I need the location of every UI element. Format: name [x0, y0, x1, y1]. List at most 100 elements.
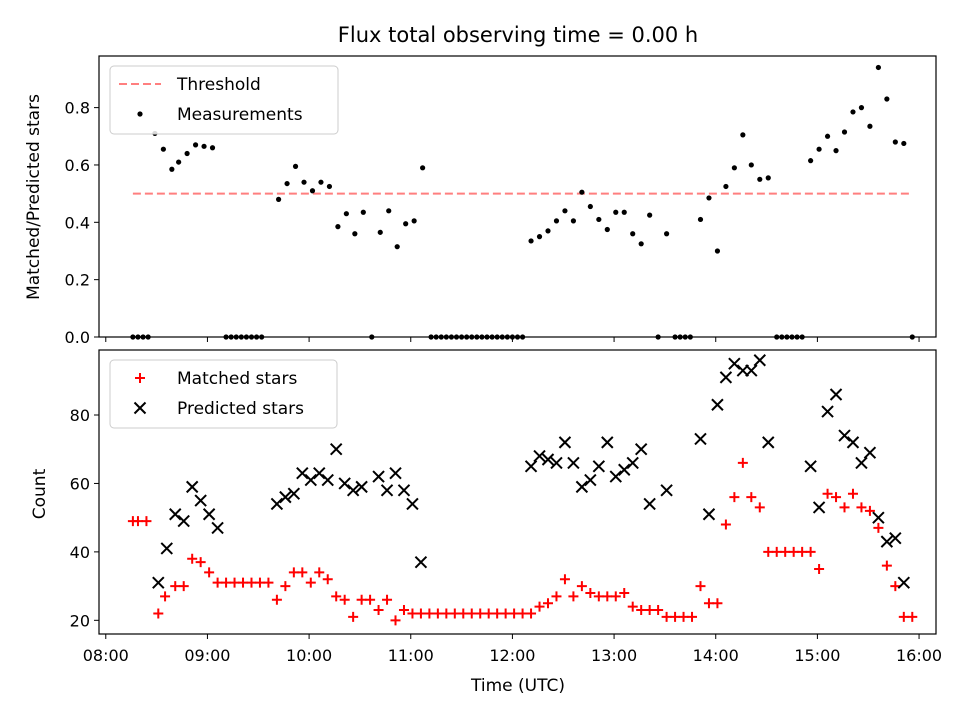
- data-point: [271, 594, 282, 605]
- x-tick-label: 09:00: [184, 646, 230, 665]
- data-point: [822, 488, 833, 499]
- data-point: [814, 563, 825, 574]
- data-point: [406, 497, 419, 511]
- data-point: [892, 139, 898, 145]
- y-tick-label: 0.6: [65, 156, 90, 175]
- bottom-ylabel: Count: [30, 468, 50, 519]
- data-point: [132, 516, 143, 527]
- data-point: [346, 484, 360, 497]
- data-point: [526, 608, 537, 619]
- data-point: [687, 611, 698, 622]
- data-point: [897, 576, 911, 589]
- data-point: [695, 581, 706, 592]
- legend-label: Matched stars: [177, 369, 297, 389]
- data-point: [553, 218, 560, 224]
- data-point: [287, 487, 301, 500]
- y-tick-label: 60: [70, 474, 90, 493]
- data-point: [694, 432, 707, 446]
- data-point: [797, 546, 808, 557]
- data-point: [890, 581, 901, 592]
- legend-label: Threshold: [176, 75, 261, 95]
- data-point: [407, 608, 418, 619]
- y-tick-label: 0.2: [65, 271, 90, 290]
- legend-label: Measurements: [177, 105, 303, 125]
- data-point: [592, 460, 606, 473]
- data-point: [562, 208, 568, 214]
- data-point: [390, 615, 401, 626]
- data-point: [169, 508, 182, 521]
- data-point: [420, 165, 426, 171]
- data-point: [318, 179, 324, 185]
- data-point: [483, 608, 494, 619]
- data-point: [192, 142, 199, 148]
- data-point: [762, 436, 775, 449]
- data-point: [550, 456, 563, 470]
- data-point: [313, 466, 326, 480]
- data-point: [626, 456, 639, 470]
- data-point: [528, 238, 534, 244]
- legend-swatch: [137, 111, 143, 117]
- data-point: [664, 231, 670, 237]
- data-point: [585, 587, 596, 598]
- data-point: [221, 577, 232, 588]
- data-point: [305, 577, 316, 588]
- data-point: [534, 601, 545, 612]
- x-tick-label: 08:00: [83, 646, 129, 665]
- data-point: [587, 203, 593, 210]
- data-point: [343, 211, 349, 217]
- data-point: [339, 594, 350, 605]
- data-point: [804, 460, 817, 473]
- data-point: [881, 560, 892, 571]
- data-point: [204, 567, 215, 578]
- data-point: [411, 218, 417, 224]
- data-point: [627, 601, 638, 612]
- data-point: [780, 546, 791, 557]
- y-tick-label: 20: [70, 611, 90, 630]
- data-point: [880, 535, 894, 548]
- data-point: [568, 591, 579, 602]
- data-point: [372, 470, 385, 483]
- data-point: [584, 473, 597, 487]
- data-point: [570, 218, 577, 224]
- data-point: [542, 598, 553, 609]
- data-point: [329, 443, 343, 456]
- data-point: [517, 608, 528, 619]
- data-point: [753, 354, 766, 367]
- data-point: [748, 162, 754, 168]
- data-point: [176, 159, 182, 165]
- data-point: [160, 591, 171, 602]
- data-point: [670, 611, 681, 622]
- data-point: [449, 608, 460, 619]
- data-point: [211, 521, 224, 535]
- data-point: [863, 446, 877, 459]
- data-point: [280, 581, 291, 592]
- data-point: [660, 484, 673, 497]
- data-point: [201, 143, 207, 149]
- data-point: [728, 357, 741, 370]
- data-point: [740, 132, 746, 138]
- top-ylabel: Matched/Predicted stars: [24, 94, 44, 300]
- data-point: [326, 183, 333, 190]
- x-tick-label: 15:00: [794, 646, 840, 665]
- data-point: [187, 553, 198, 564]
- data-point: [177, 514, 190, 528]
- data-point: [356, 594, 367, 605]
- data-point: [706, 195, 712, 201]
- data-point: [304, 473, 317, 487]
- data-point: [746, 492, 757, 503]
- data-point: [831, 492, 842, 503]
- data-point: [618, 463, 631, 476]
- legend: [109, 65, 339, 135]
- axes-frame: [98, 55, 937, 338]
- data-point: [636, 605, 647, 616]
- data-point: [653, 605, 664, 616]
- data-point: [386, 208, 392, 214]
- data-point: [873, 522, 884, 533]
- data-point: [858, 105, 865, 111]
- data-point: [296, 466, 309, 480]
- bottom-panel: 20 40 60 80 08:00 09:00 10:00 11:00 12:00 13:00 14…: [70, 349, 942, 665]
- data-point: [160, 146, 166, 152]
- data-point: [551, 591, 562, 602]
- legend-label: Predicted stars: [177, 399, 304, 419]
